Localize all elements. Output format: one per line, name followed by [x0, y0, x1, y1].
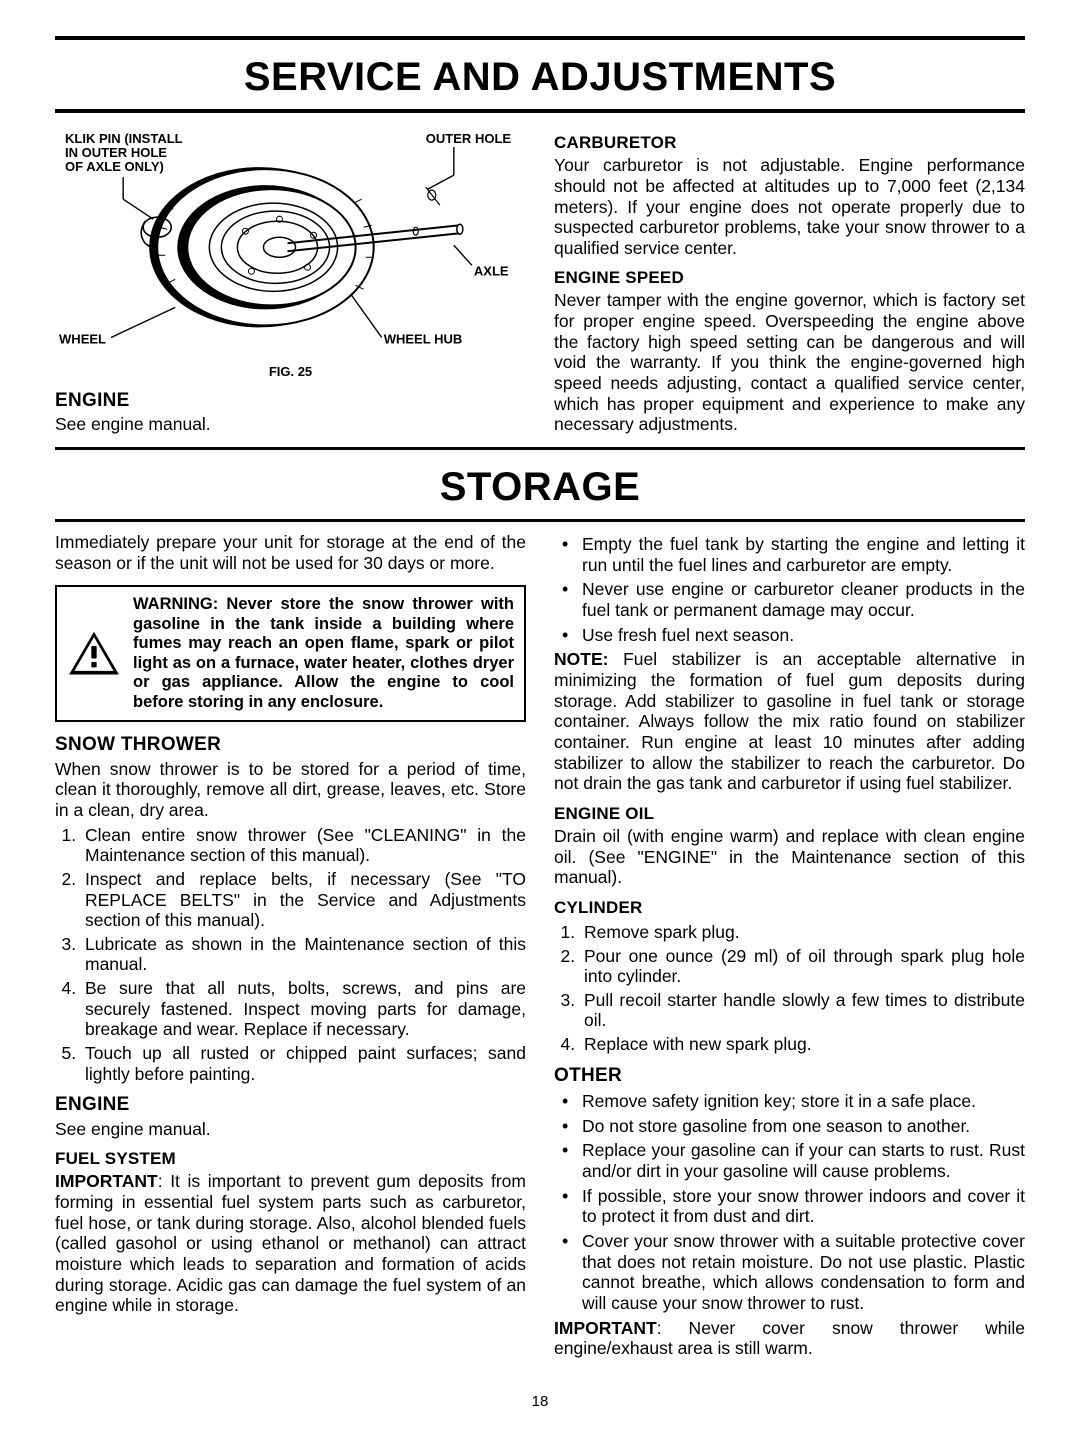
- snow-thrower-intro: When snow thrower is to be stored for a …: [55, 759, 526, 821]
- fuel-important-body: : It is important to prevent gum deposit…: [55, 1171, 526, 1315]
- storage-intro: Immediately prepare your unit for storag…: [55, 532, 526, 573]
- important-label-2: IMPORTANT: [554, 1318, 657, 1338]
- section-b-title: STORAGE: [55, 464, 1025, 511]
- figure-25: KLIK PIN (INSTALL IN OUTER HOLE OF AXLE …: [55, 127, 526, 379]
- rule-under-a: [55, 109, 1025, 113]
- list-item: Never use engine or carburetor cleaner p…: [554, 579, 1025, 620]
- engine-text-a: See engine manual.: [55, 414, 526, 435]
- list-item: If possible, store your snow thrower ind…: [554, 1186, 1025, 1227]
- page-number: 18: [55, 1393, 1025, 1411]
- note-body: Fuel stabilizer is an acceptable alterna…: [554, 649, 1025, 793]
- warning-text: WARNING: Never store the snow thrower wi…: [133, 595, 514, 712]
- engine-speed-heading: ENGINE SPEED: [554, 268, 1025, 288]
- label-outer-hole: OUTER HOLE: [426, 131, 512, 146]
- list-item: Remove spark plug.: [580, 922, 1025, 943]
- list-item: Clean entire snow thrower (See "CLEANING…: [81, 825, 526, 866]
- section-a-left: KLIK PIN (INSTALL IN OUTER HOLE OF AXLE …: [55, 123, 526, 439]
- list-item: Replace your gasoline can if your can st…: [554, 1140, 1025, 1181]
- list-item: Pour one ounce (29 ml) of oil through sp…: [580, 946, 1025, 987]
- fuel-system-heading: FUEL SYSTEM: [55, 1149, 526, 1169]
- cylinder-list: Remove spark plug. Pour one ounce (29 ml…: [554, 922, 1025, 1055]
- engine-text-b: See engine manual.: [55, 1119, 526, 1140]
- engine-oil-heading: ENGINE OIL: [554, 804, 1025, 824]
- rule-top: [55, 36, 1025, 40]
- other-bullets: Remove safety ignition key; store it in …: [554, 1091, 1025, 1313]
- engine-heading-a: ENGINE: [55, 390, 526, 412]
- engine-oil-text: Drain oil (with engine warm) and replace…: [554, 826, 1025, 888]
- snow-thrower-list: Clean entire snow thrower (See "CLEANING…: [55, 825, 526, 1085]
- label-axle: AXLE: [474, 263, 509, 278]
- fuel-bullets: Empty the fuel tank by starting the engi…: [554, 534, 1025, 645]
- warning-triangle-icon: [67, 630, 121, 678]
- list-item: Do not store gasoline from one season to…: [554, 1116, 1025, 1137]
- list-item: Cover your snow thrower with a suitable …: [554, 1231, 1025, 1314]
- list-item: Remove safety ignition key; store it in …: [554, 1091, 1025, 1112]
- list-item: Be sure that all nuts, bolts, screws, an…: [81, 978, 526, 1040]
- carburetor-heading: CARBURETOR: [554, 133, 1025, 153]
- engine-heading-b: ENGINE: [55, 1094, 526, 1116]
- final-important-text: IMPORTANT: Never cover snow thrower whil…: [554, 1318, 1025, 1359]
- section-a-right: CARBURETOR Your carburetor is not adjust…: [554, 123, 1025, 439]
- section-a-title: SERVICE AND ADJUSTMENTS: [55, 54, 1025, 101]
- section-b-left: Immediately prepare your unit for storag…: [55, 530, 526, 1363]
- list-item: Replace with new spark plug.: [580, 1034, 1025, 1055]
- carburetor-text: Your carburetor is not adjustable. Engin…: [554, 155, 1025, 258]
- fuel-important-text: IMPORTANT: It is important to prevent gu…: [55, 1171, 526, 1315]
- list-item: Empty the fuel tank by starting the engi…: [554, 534, 1025, 575]
- figure-caption: FIG. 25: [55, 364, 526, 379]
- section-a-columns: KLIK PIN (INSTALL IN OUTER HOLE OF AXLE …: [55, 123, 1025, 439]
- snow-thrower-heading: SNOW THROWER: [55, 734, 526, 756]
- list-item: Use fresh fuel next season.: [554, 625, 1025, 646]
- wheel-group: [141, 167, 463, 327]
- note-text: NOTE: Fuel stabilizer is an acceptable a…: [554, 649, 1025, 793]
- section-b-right: Empty the fuel tank by starting the engi…: [554, 530, 1025, 1363]
- list-item: Touch up all rusted or chipped paint sur…: [81, 1043, 526, 1084]
- section-b-columns: Immediately prepare your unit for storag…: [55, 530, 1025, 1363]
- note-label: NOTE:: [554, 649, 608, 669]
- list-item: Inspect and replace belts, if necessary …: [81, 869, 526, 931]
- engine-speed-text: Never tamper with the engine governor, w…: [554, 290, 1025, 434]
- label-klik-pin: KLIK PIN (INSTALL IN OUTER HOLE OF AXLE …: [65, 131, 186, 174]
- list-item: Lubricate as shown in the Maintenance se…: [81, 934, 526, 975]
- label-wheel-hub: WHEEL HUB: [384, 332, 463, 347]
- cylinder-heading: CYLINDER: [554, 898, 1025, 918]
- important-label: IMPORTANT: [55, 1171, 158, 1191]
- warning-box: WARNING: Never store the snow thrower wi…: [55, 585, 526, 722]
- list-item: Pull recoil starter handle slowly a few …: [580, 990, 1025, 1031]
- rule-mid-1: [55, 447, 1025, 450]
- other-heading: OTHER: [554, 1065, 1025, 1087]
- rule-mid-2: [55, 519, 1025, 522]
- wheel-diagram: KLIK PIN (INSTALL IN OUTER HOLE OF AXLE …: [55, 127, 526, 357]
- label-wheel: WHEEL: [59, 332, 106, 347]
